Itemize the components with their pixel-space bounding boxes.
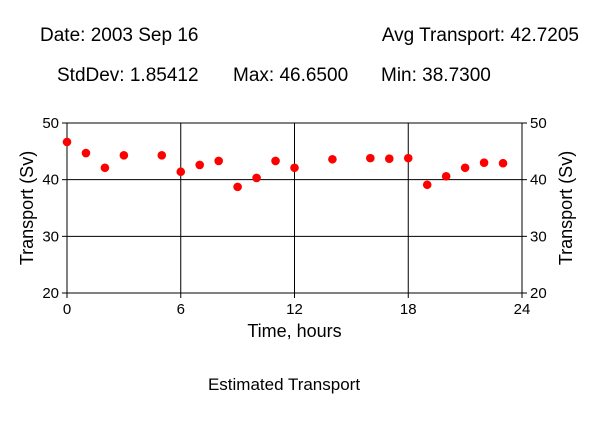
data-point (403, 153, 413, 163)
data-point (290, 163, 299, 173)
grid-lines (67, 123, 522, 293)
data-point (214, 156, 223, 166)
data-point (271, 156, 280, 166)
x-axis-label: Time, hours (247, 321, 341, 341)
data-point (157, 151, 167, 160)
data-point (119, 151, 129, 160)
date-label: Date: 2003 Sep 16 (40, 25, 199, 46)
data-point (384, 154, 394, 163)
stddev-label: StdDev: 1.85412 (57, 65, 199, 86)
data-point (441, 171, 451, 181)
min-label: Min: 38.7300 (381, 65, 491, 86)
data-point (62, 137, 72, 147)
max-label: Max: 46.6500 (233, 65, 349, 86)
data-point (233, 182, 242, 192)
data-point (100, 163, 110, 173)
data-point (195, 160, 205, 170)
x-tick-label: 24 (514, 301, 531, 318)
data-point (81, 148, 91, 158)
y-tick-label-right: 20 (530, 285, 547, 302)
axis-ticks (62, 122, 527, 298)
y-tick-label-left: 50 (42, 115, 59, 132)
y-tick-label-right: 30 (530, 228, 547, 245)
data-point (498, 158, 508, 168)
data-point (176, 167, 186, 177)
y-axis-label-left: Transport (Sv) (17, 151, 37, 265)
data-point (252, 173, 261, 183)
data-point (460, 163, 470, 173)
x-tick-label: 6 (177, 301, 185, 318)
x-tick-label: 0 (63, 301, 71, 318)
y-tick-label-left: 30 (42, 228, 59, 245)
x-tick-label: 12 (286, 301, 303, 318)
data-point (422, 180, 432, 190)
x-tick-label: 18 (400, 301, 417, 318)
data-points (62, 137, 508, 192)
data-point (328, 154, 337, 164)
y-tick-label-left: 40 (42, 172, 59, 189)
data-point (479, 158, 489, 167)
y-tick-label-left: 20 (42, 285, 59, 302)
y-axis-label-right: Transport (Sv) (556, 151, 576, 265)
chart-caption: Estimated Transport (207, 375, 361, 394)
y-tick-label-right: 40 (530, 172, 547, 189)
avg-transport-label: Avg Transport: 42.7205 (381, 25, 579, 46)
data-point (366, 153, 375, 163)
y-tick-label-right: 50 (530, 115, 547, 132)
